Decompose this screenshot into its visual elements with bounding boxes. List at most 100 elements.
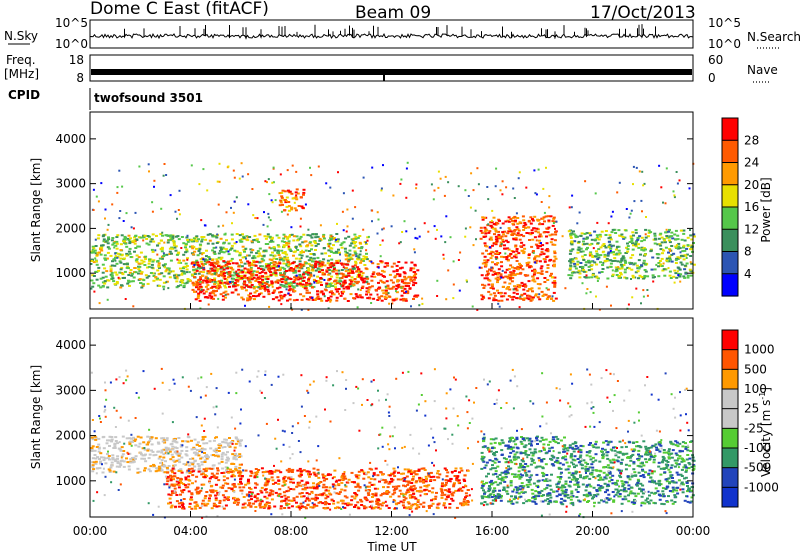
heatmap-cell [338, 293, 340, 295]
heatmap-cell [129, 462, 132, 464]
heatmap-cell [290, 226, 292, 228]
heatmap-cell [204, 497, 207, 499]
heatmap-cell [160, 452, 163, 454]
heatmap-cell [553, 280, 556, 282]
heatmap-cell [286, 257, 289, 259]
heatmap-cell [659, 233, 662, 235]
heatmap-cell [504, 276, 507, 278]
heatmap-cell [280, 496, 283, 498]
heatmap-cell [333, 488, 336, 490]
heatmap-cell [222, 260, 225, 262]
heatmap-cell [114, 460, 117, 462]
heatmap-cell [123, 460, 126, 462]
heatmap-cell [248, 276, 251, 278]
heatmap-cell [558, 452, 561, 454]
heatmap-cell [211, 273, 214, 275]
heatmap-cell [268, 505, 271, 507]
heatmap-cell [235, 469, 238, 471]
heatmap-cell [632, 183, 634, 185]
heatmap-cell [521, 282, 524, 284]
heatmap-cell [467, 470, 470, 472]
heatmap-cell [108, 439, 111, 441]
heatmap-cell [133, 251, 136, 253]
heatmap-cell [617, 229, 620, 231]
heatmap-cell [162, 437, 165, 439]
heatmap-cell [481, 232, 484, 234]
heatmap-cell [198, 183, 200, 185]
heatmap-cell [528, 295, 531, 297]
heatmap-cell [318, 502, 321, 504]
heatmap-cell [161, 247, 164, 249]
heatmap-cell [301, 207, 304, 209]
heatmap-cell [631, 296, 633, 298]
heatmap-cell [533, 281, 536, 283]
heatmap-cell [315, 261, 318, 263]
heatmap-cell [685, 248, 688, 250]
heatmap-cell [324, 252, 327, 254]
heatmap-cell [167, 242, 170, 244]
heatmap-cell [205, 286, 208, 288]
heatmap-cell [97, 444, 100, 446]
heatmap-cell [304, 287, 307, 289]
heatmap-cell [93, 275, 96, 277]
heatmap-cell [546, 242, 549, 244]
heatmap-cell [185, 486, 188, 488]
heatmap-cell [375, 289, 378, 291]
heatmap-cell [528, 266, 531, 268]
heatmap-cell [541, 201, 543, 203]
heatmap-cell [324, 497, 327, 499]
heatmap-cell [573, 272, 576, 274]
heatmap-cell [635, 229, 638, 231]
heatmap-cell [360, 469, 363, 471]
heatmap-cell [203, 267, 205, 269]
heatmap-cell [226, 477, 229, 479]
heatmap-cell [304, 487, 307, 489]
heatmap-cell [202, 438, 205, 440]
heatmap-cell [616, 247, 618, 249]
heatmap-cell [248, 491, 251, 493]
heatmap-cell [178, 238, 181, 240]
heatmap-cell [606, 258, 609, 260]
heatmap-cell [514, 220, 517, 222]
heatmap-cell [256, 238, 259, 240]
heatmap-cell [100, 247, 103, 249]
heatmap-cell [162, 286, 165, 288]
heatmap-cell [596, 234, 599, 236]
heatmap-cell [125, 246, 128, 248]
heatmap-cell [148, 258, 151, 260]
heatmap-cell [236, 504, 239, 506]
heatmap-cell [419, 481, 422, 483]
heatmap-cell [313, 282, 315, 284]
heatmap-cell [553, 244, 556, 246]
heatmap-cell [626, 208, 628, 210]
heatmap-cell [103, 283, 106, 285]
heatmap-cell [264, 282, 267, 284]
heatmap-cell [123, 238, 126, 240]
heatmap-cell [639, 170, 641, 172]
heatmap-cell [179, 453, 182, 455]
heatmap-cell [485, 245, 488, 247]
heatmap-cell [202, 484, 205, 486]
heatmap-cell [548, 195, 550, 197]
heatmap-cell [261, 467, 264, 469]
heatmap-cell [200, 473, 203, 475]
heatmap-cell [145, 274, 148, 276]
heatmap-cell [159, 462, 162, 464]
heatmap-cell [352, 272, 355, 274]
heatmap-cell [226, 451, 229, 453]
heatmap-cell [103, 238, 106, 240]
heatmap-cell [325, 300, 328, 302]
heatmap-cell [487, 284, 490, 286]
heatmap-cell [323, 238, 326, 240]
heatmap-cell [102, 436, 105, 438]
heatmap-cell [590, 291, 592, 293]
heatmap-cell [268, 293, 271, 295]
heatmap-cell [493, 223, 496, 225]
heatmap-cell [492, 288, 495, 290]
heatmap-cell [343, 229, 345, 231]
heatmap-cell [304, 506, 307, 508]
heatmap-cell [358, 276, 360, 278]
heatmap-cell [265, 238, 268, 240]
heatmap-cell [240, 261, 243, 263]
heatmap-cell [134, 444, 137, 446]
